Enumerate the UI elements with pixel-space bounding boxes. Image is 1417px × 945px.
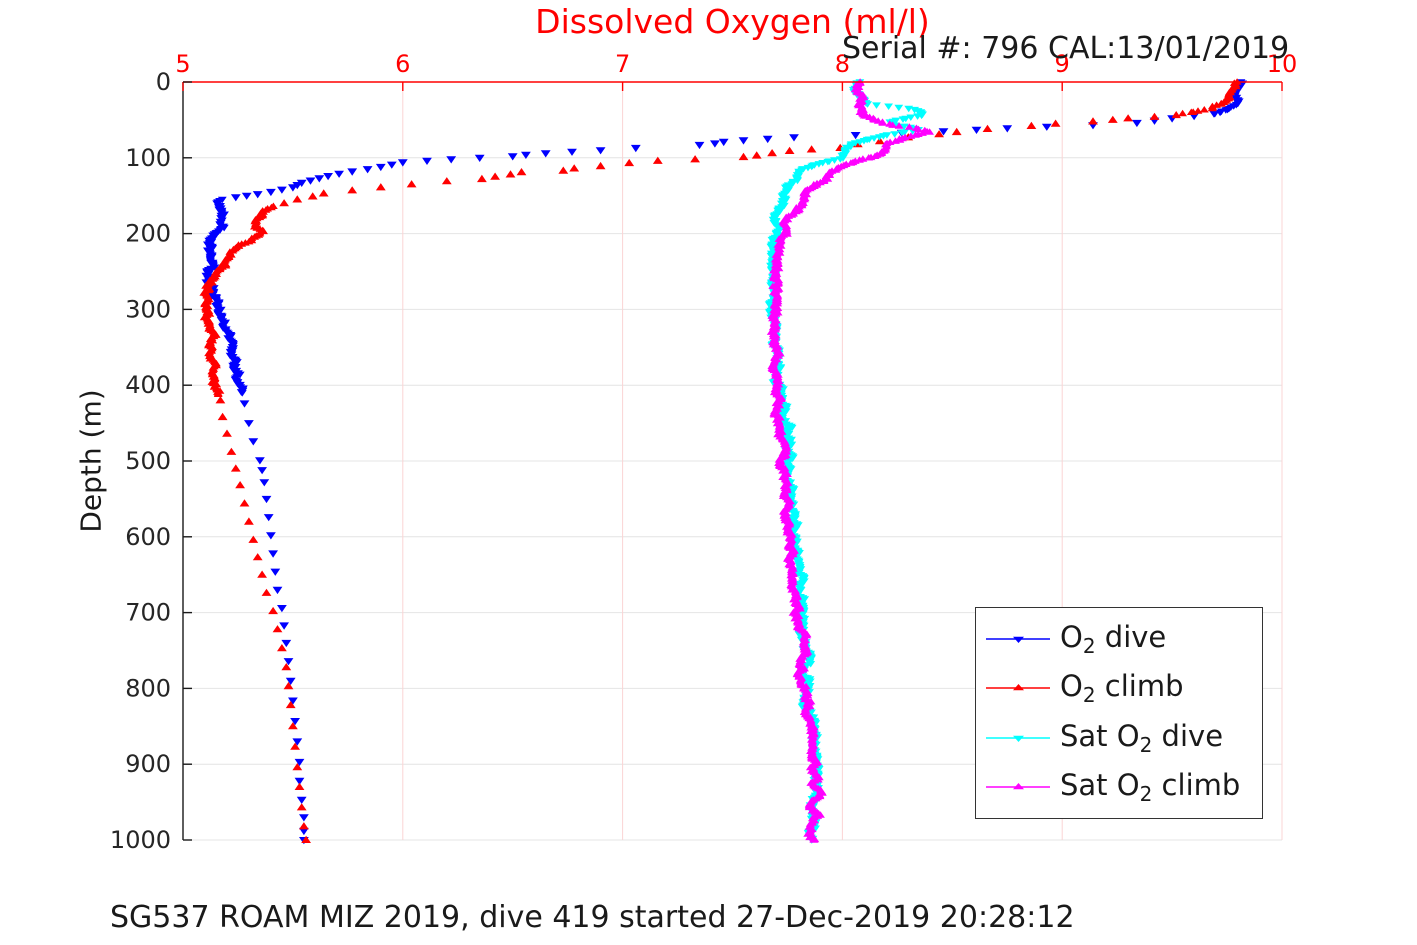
figure-caption: SG537 ROAM MIZ 2019, dive 419 started 27… bbox=[110, 900, 1075, 935]
x-tick-label: 5 bbox=[175, 50, 190, 78]
x-tick-label: 6 bbox=[395, 50, 410, 78]
y-tick-label: 0 bbox=[156, 68, 171, 96]
legend-swatch bbox=[986, 783, 1050, 790]
y-tick-label: 700 bbox=[125, 599, 171, 627]
legend-item-o2-dive: O2 dive bbox=[984, 620, 1258, 658]
legend-label: Sat O2 climb bbox=[1060, 768, 1241, 807]
y-tick-label: 500 bbox=[125, 447, 171, 475]
y-axis-label: Depth (m) bbox=[74, 389, 108, 533]
x-tick-label: 9 bbox=[1055, 50, 1070, 78]
legend-swatch bbox=[986, 636, 1050, 643]
y-tick-label: 900 bbox=[125, 750, 171, 778]
x-tick-label: 7 bbox=[615, 50, 630, 78]
chart-title: Dissolved Oxygen (ml/l) bbox=[535, 2, 930, 41]
legend-item-sat-o2-dive: Sat O2 dive bbox=[984, 719, 1258, 757]
legend-label: O2 climb bbox=[1060, 669, 1184, 708]
y-tick-label: 200 bbox=[125, 220, 171, 248]
legend-swatch bbox=[986, 735, 1050, 742]
legend: O2 dive O2 climb Sat O2 dive Sat O2 climb bbox=[975, 607, 1263, 819]
y-tick-label: 600 bbox=[125, 523, 171, 551]
x-tick-label: 8 bbox=[835, 50, 850, 78]
y-tick-label: 300 bbox=[125, 295, 171, 323]
legend-label: Sat O2 dive bbox=[1060, 718, 1224, 757]
legend-item-o2-climb: O2 climb bbox=[984, 669, 1258, 707]
legend-label: O2 dive bbox=[1060, 619, 1167, 658]
series-sat-o2-dive bbox=[764, 79, 927, 844]
legend-swatch bbox=[986, 684, 1050, 691]
y-tick-label: 1000 bbox=[110, 826, 171, 854]
serial-calibration-text: Serial #: 796 CAL:13/01/2019 bbox=[842, 31, 1290, 66]
y-tick-label: 400 bbox=[125, 371, 171, 399]
y-tick-label: 100 bbox=[125, 144, 171, 172]
legend-item-sat-o2-climb: Sat O2 climb bbox=[984, 768, 1258, 806]
series-sat-o2-climb bbox=[766, 78, 934, 843]
x-tick-label: 10 bbox=[1267, 50, 1298, 78]
y-tick-label: 800 bbox=[125, 674, 171, 702]
